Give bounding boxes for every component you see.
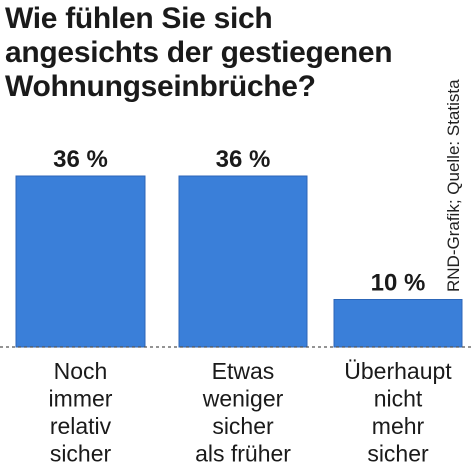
category-label-1-line-3: relativ — [50, 413, 112, 439]
bar-2 — [178, 175, 308, 348]
data-label-1: 36 % — [53, 146, 108, 173]
category-label-3-line-1: Überhaupt — [344, 358, 452, 384]
category-label-3-line-4: sicher — [367, 441, 429, 467]
category-label-1-line-1: Noch — [54, 358, 108, 384]
chart-title: Wie fühlen Sie sich angesichts der gesti… — [5, 2, 455, 104]
category-label-2-line-3: sicher — [212, 413, 274, 439]
category-label-3-line-2: nicht — [374, 386, 423, 412]
bar-3 — [333, 299, 463, 348]
category-label-3-line-3: mehr — [372, 413, 425, 439]
title-line-1: Wie fühlen Sie sich — [5, 2, 273, 35]
category-label-2-line-1: Etwas — [212, 358, 275, 384]
bar-1 — [15, 175, 146, 348]
category-label-2-line-4: als früher — [195, 441, 291, 467]
title-line-2: angesichts der gestiegenen — [5, 36, 393, 69]
category-label-1-line-4: sicher — [50, 441, 112, 467]
data-label-2: 36 % — [216, 146, 271, 173]
data-label-3: 10 % — [371, 270, 426, 297]
category-label-1-line-2: immer — [49, 386, 113, 412]
title-line-3: Wohnungseinbrüche? — [5, 70, 316, 103]
category-label-2-line-2: weniger — [202, 386, 284, 412]
